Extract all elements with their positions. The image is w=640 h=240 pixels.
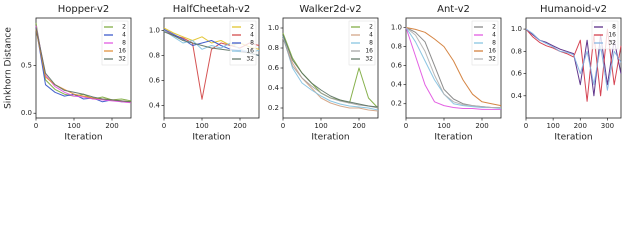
x-axis-label: Iteration	[192, 133, 230, 143]
legend-label: 16	[488, 48, 496, 55]
x-tick-label: 0	[34, 122, 38, 130]
legend-label: 16	[118, 48, 126, 55]
figure: Hopper-v2 Iteration Sinkhorn Distance 0.0 0.…	[4, 4, 622, 143]
x-tick-label: 200	[574, 122, 587, 130]
legend-label: 16	[246, 48, 254, 55]
series-line	[405, 27, 501, 110]
series-line	[282, 37, 379, 112]
x-axis-label: Iteration	[64, 133, 102, 143]
legend-label: 32	[118, 56, 126, 63]
x-tick-label: 200	[233, 122, 246, 130]
chart-title: HalfCheetah-v2	[173, 4, 251, 15]
x-tick-label: 200	[105, 122, 118, 130]
series-line	[405, 27, 502, 107]
x-tick-label: 100	[437, 122, 450, 130]
y-tick-label: 1.0	[391, 24, 402, 32]
legend-label: 8	[250, 40, 254, 47]
legend-label: 4	[250, 32, 254, 39]
chart-title: Ant-v2	[437, 4, 470, 15]
x-tick-label: 0	[524, 122, 528, 130]
y-tick-label: 0.6	[149, 77, 161, 85]
legend-label: 2	[250, 24, 254, 31]
legend-label: 32	[488, 56, 496, 63]
legend-label: 8	[612, 24, 616, 31]
series-line	[282, 37, 379, 109]
y-tick-label: 0.6	[391, 62, 403, 70]
y-tick-label: 0.5	[21, 62, 32, 70]
x-tick-label: 0	[404, 122, 408, 130]
chart-title: Walker2d-v2	[299, 4, 361, 15]
x-tick-label: 100	[546, 122, 559, 130]
x-tick-label: 0	[162, 122, 166, 130]
y-tick-label: 0.4	[149, 102, 161, 110]
x-tick-label: 0	[281, 122, 285, 130]
x-tick-label: 100	[195, 122, 208, 130]
y-tick-label: 1.0	[511, 25, 522, 33]
legend-label: 2	[122, 24, 126, 31]
legend-label: 32	[608, 40, 616, 47]
series-line	[282, 34, 379, 108]
y-tick-label: 0.4	[268, 84, 280, 92]
y-axis-label: Sinkhorn Distance	[4, 27, 14, 109]
y-tick-label: 0.6	[268, 64, 280, 72]
y-tick-label: 1.0	[149, 27, 160, 35]
legend-label: 16	[608, 32, 616, 39]
legend-label: 2	[492, 24, 496, 31]
legend-label: 16	[365, 48, 373, 55]
series-line	[525, 28, 622, 91]
y-tick-label: 0.8	[511, 47, 522, 55]
chart-title: Hopper-v2	[58, 4, 110, 15]
y-tick-label: 0.8	[268, 44, 279, 52]
legend-label: 4	[492, 32, 496, 39]
x-tick-label: 200	[475, 122, 488, 130]
legend-label: 4	[369, 32, 373, 39]
x-tick-label: 100	[67, 122, 80, 130]
x-tick-label: 300	[601, 122, 614, 130]
y-tick-label: 0.4	[391, 81, 403, 89]
legend-label: 4	[122, 32, 126, 39]
legend-label: 2	[369, 24, 373, 31]
series-line	[282, 35, 379, 111]
legend-label: 8	[369, 40, 373, 47]
legend-label: 32	[246, 56, 254, 63]
y-tick-label: 0.8	[391, 43, 402, 51]
y-tick-label: 0.8	[149, 52, 160, 60]
x-tick-label: 100	[314, 122, 327, 130]
series-line	[35, 27, 132, 103]
page: Hopper-v2 Iteration Sinkhorn Distance 0.0 0.…	[3, 4, 622, 143]
chart-title: Humanoid-v2	[540, 4, 607, 15]
y-tick-label: 0.2	[391, 100, 402, 108]
y-tick-label: 0.2	[268, 104, 279, 112]
series-line	[525, 28, 622, 102]
legend-label: 8	[122, 40, 126, 47]
legend-label: 32	[365, 56, 373, 63]
series-line	[405, 27, 501, 108]
y-tick-label: 0.0	[21, 109, 32, 117]
x-axis-label: Iteration	[311, 133, 349, 143]
y-tick-label: 0.4	[511, 92, 523, 100]
series-line	[405, 27, 502, 109]
legend-label: 8	[492, 40, 496, 47]
x-tick-label: 200	[352, 122, 365, 130]
y-tick-label: 1.0	[268, 24, 279, 32]
x-axis-label: Iteration	[554, 133, 592, 143]
y-tick-label: 0.6	[511, 70, 523, 78]
x-axis-label: Iteration	[434, 133, 472, 143]
